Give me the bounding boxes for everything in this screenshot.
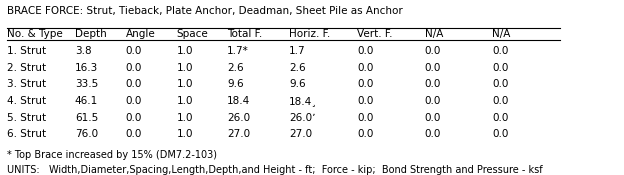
Text: 0.0: 0.0 [125,46,142,56]
Text: 0.0: 0.0 [125,79,142,89]
Text: 18.4: 18.4 [227,96,250,106]
Text: 0.0: 0.0 [125,96,142,106]
Text: 1.0: 1.0 [177,79,193,89]
Text: 1. Strut: 1. Strut [7,46,46,56]
Text: 9.6: 9.6 [289,79,306,89]
Text: 16.3: 16.3 [75,63,98,73]
Text: 2.6: 2.6 [289,63,306,73]
Text: 9.6: 9.6 [227,79,244,89]
Text: 4. Strut: 4. Strut [7,96,46,106]
Text: 27.0: 27.0 [227,129,250,139]
Text: 18.4¸: 18.4¸ [289,96,318,106]
Text: N/A: N/A [492,29,511,39]
Text: 1.0: 1.0 [177,46,193,56]
Text: * Top Brace increased by 15% (DM7.2-103): * Top Brace increased by 15% (DM7.2-103) [7,150,217,160]
Text: 0.0: 0.0 [492,129,509,139]
Text: Total F.: Total F. [227,29,262,39]
Text: 33.5: 33.5 [75,79,98,89]
Text: 61.5: 61.5 [75,113,98,123]
Text: 1.0: 1.0 [177,96,193,106]
Text: UNITS:   Width,Diameter,Spacing,Length,Depth,and Height - ft;  Force - kip;  Bon: UNITS: Width,Diameter,Spacing,Length,Dep… [7,165,543,175]
Text: 3.8: 3.8 [75,46,91,56]
Text: 0.0: 0.0 [425,113,441,123]
Text: 26.0: 26.0 [227,113,250,123]
Text: Horiz. F.: Horiz. F. [289,29,331,39]
Text: 5. Strut: 5. Strut [7,113,46,123]
Text: No. & Type: No. & Type [7,29,63,39]
Text: 0.0: 0.0 [492,63,509,73]
Text: 1.7*: 1.7* [227,46,249,56]
Text: 3. Strut: 3. Strut [7,79,46,89]
Text: 0.0: 0.0 [357,46,373,56]
Text: 0.0: 0.0 [425,129,441,139]
Text: Depth: Depth [75,29,107,39]
Text: BRACE FORCE: Strut, Tieback, Plate Anchor, Deadman, Sheet Pile as Anchor: BRACE FORCE: Strut, Tieback, Plate Ancho… [7,6,402,16]
Text: 6. Strut: 6. Strut [7,129,46,139]
Text: N/A: N/A [425,29,443,39]
Text: 0.0: 0.0 [492,96,509,106]
Text: 0.0: 0.0 [425,63,441,73]
Text: 0.0: 0.0 [492,113,509,123]
Text: 1.0: 1.0 [177,63,193,73]
Text: 46.1: 46.1 [75,96,98,106]
Text: 0.0: 0.0 [357,129,373,139]
Text: 0.0: 0.0 [425,79,441,89]
Text: 0.0: 0.0 [492,46,509,56]
Text: 2. Strut: 2. Strut [7,63,46,73]
Text: 0.0: 0.0 [357,113,373,123]
Text: 76.0: 76.0 [75,129,98,139]
Text: 0.0: 0.0 [125,63,142,73]
Text: 0.0: 0.0 [125,129,142,139]
Text: Angle: Angle [125,29,155,39]
Text: 0.0: 0.0 [357,63,373,73]
Text: 1.0: 1.0 [177,129,193,139]
Text: Space: Space [177,29,208,39]
Text: 1.0: 1.0 [177,113,193,123]
Text: 27.0: 27.0 [289,129,313,139]
Text: 1.7: 1.7 [289,46,306,56]
Text: 0.0: 0.0 [492,79,509,89]
Text: Vert. F.: Vert. F. [357,29,392,39]
Text: 0.0: 0.0 [125,113,142,123]
Text: 2.6: 2.6 [227,63,244,73]
Text: 0.0: 0.0 [425,96,441,106]
Text: 0.0: 0.0 [357,96,373,106]
Text: 26.0ʼ: 26.0ʼ [289,113,316,123]
Text: 0.0: 0.0 [357,79,373,89]
Text: 0.0: 0.0 [425,46,441,56]
